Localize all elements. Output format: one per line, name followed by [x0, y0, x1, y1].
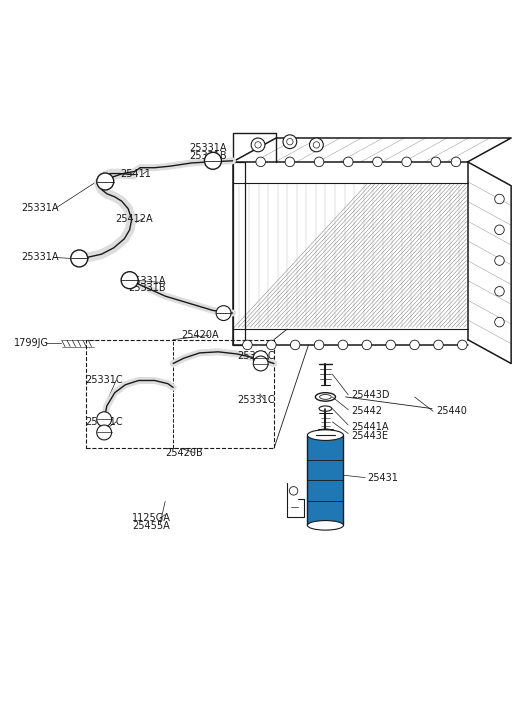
Circle shape: [495, 318, 504, 327]
Circle shape: [344, 157, 353, 166]
Text: 25431: 25431: [367, 473, 398, 483]
Circle shape: [97, 411, 112, 427]
Circle shape: [313, 142, 320, 148]
Text: 25331A: 25331A: [189, 143, 227, 153]
Circle shape: [362, 340, 371, 350]
Circle shape: [253, 350, 268, 366]
Circle shape: [410, 340, 419, 350]
Circle shape: [243, 340, 252, 350]
Circle shape: [251, 138, 265, 152]
Circle shape: [216, 305, 231, 321]
Circle shape: [253, 356, 268, 371]
Text: 25331A: 25331A: [21, 252, 59, 262]
Circle shape: [431, 157, 440, 166]
Text: 25331B: 25331B: [189, 150, 227, 161]
Text: 25331A: 25331A: [21, 203, 59, 213]
Text: 25443D: 25443D: [351, 390, 389, 400]
Text: 25443E: 25443E: [351, 430, 388, 441]
Text: 25420B: 25420B: [165, 448, 203, 457]
Circle shape: [372, 157, 382, 166]
Text: 25412A: 25412A: [115, 214, 152, 224]
Circle shape: [495, 225, 504, 235]
Text: 25442: 25442: [351, 406, 382, 417]
Text: 25331A: 25331A: [128, 276, 165, 286]
Text: 25331C: 25331C: [237, 395, 275, 405]
Ellipse shape: [307, 521, 344, 530]
Text: 25331C: 25331C: [86, 375, 123, 385]
Text: 25440: 25440: [436, 406, 467, 417]
Text: 25331C: 25331C: [237, 351, 275, 361]
Circle shape: [314, 157, 324, 166]
Circle shape: [204, 153, 221, 169]
Circle shape: [495, 256, 504, 265]
Circle shape: [285, 157, 295, 166]
Circle shape: [289, 486, 298, 495]
Circle shape: [314, 340, 324, 350]
Text: 25331B: 25331B: [128, 283, 165, 293]
Circle shape: [97, 425, 112, 440]
Circle shape: [290, 340, 300, 350]
Circle shape: [458, 340, 467, 350]
Circle shape: [402, 157, 411, 166]
Text: 25411: 25411: [120, 169, 151, 179]
Text: 25420A: 25420A: [181, 330, 219, 340]
Circle shape: [97, 173, 114, 190]
Circle shape: [495, 286, 504, 296]
Circle shape: [71, 250, 88, 267]
Circle shape: [495, 194, 504, 204]
Circle shape: [287, 139, 293, 145]
Text: 1125GA: 1125GA: [132, 513, 171, 523]
Text: 25455A: 25455A: [132, 521, 170, 531]
Ellipse shape: [307, 430, 344, 441]
Circle shape: [451, 157, 461, 166]
Circle shape: [256, 157, 265, 166]
Circle shape: [283, 134, 297, 148]
Bar: [86, 340, 274, 449]
Text: 25331C: 25331C: [86, 417, 123, 427]
Circle shape: [310, 138, 323, 152]
Circle shape: [121, 272, 138, 289]
Text: 1799JG: 1799JG: [14, 338, 49, 348]
Circle shape: [338, 340, 348, 350]
Circle shape: [267, 340, 276, 350]
Circle shape: [386, 340, 395, 350]
Text: 25441A: 25441A: [351, 422, 388, 432]
Circle shape: [434, 340, 443, 350]
Circle shape: [255, 142, 261, 148]
Bar: [307, 435, 344, 526]
